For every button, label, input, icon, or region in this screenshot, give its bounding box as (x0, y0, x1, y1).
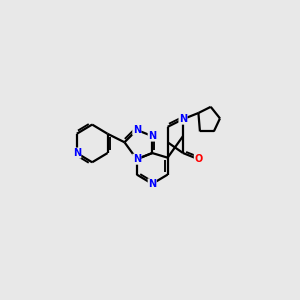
Text: O: O (194, 154, 202, 164)
Text: N: N (179, 114, 187, 124)
Text: N: N (148, 131, 156, 141)
Text: N: N (148, 179, 156, 189)
Text: N: N (133, 125, 141, 135)
Text: N: N (133, 154, 141, 164)
Text: N: N (73, 148, 81, 158)
